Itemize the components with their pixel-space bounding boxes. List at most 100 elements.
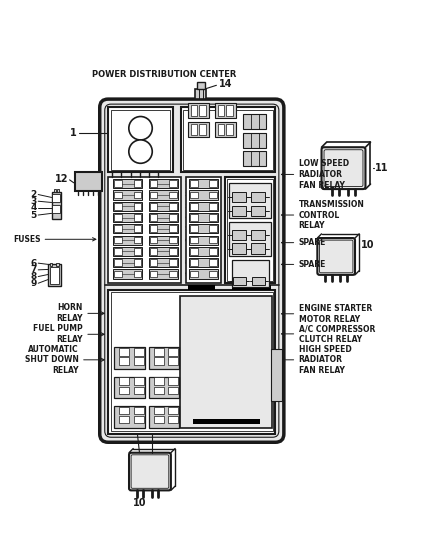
FancyBboxPatch shape	[318, 238, 355, 275]
Bar	[189, 224, 218, 233]
Text: 1: 1	[185, 181, 189, 186]
Bar	[168, 386, 178, 394]
Bar	[169, 203, 177, 209]
Bar	[209, 203, 217, 209]
Bar	[189, 213, 218, 222]
Bar	[230, 222, 271, 256]
Bar	[226, 106, 233, 116]
Text: SPARE: SPARE	[299, 260, 326, 269]
Text: FUEL PUMP
RELAY: FUEL PUMP RELAY	[33, 325, 83, 344]
Text: 2: 2	[31, 190, 37, 199]
Bar	[218, 106, 224, 116]
Bar	[189, 201, 218, 211]
Bar	[114, 260, 122, 266]
Bar	[134, 377, 144, 385]
Bar	[191, 106, 197, 116]
Bar	[169, 237, 177, 244]
Bar	[148, 236, 178, 245]
Bar	[154, 386, 164, 394]
Text: 9: 9	[31, 279, 37, 288]
Bar	[169, 260, 177, 266]
Text: HIGH SPEED
RADIATOR
FAN RELAY: HIGH SPEED RADIATOR FAN RELAY	[299, 344, 351, 375]
Bar	[181, 108, 276, 172]
Bar	[190, 237, 198, 244]
Text: 3: 3	[185, 204, 189, 209]
Bar	[134, 416, 144, 423]
Text: E: E	[127, 355, 132, 361]
Bar	[120, 377, 130, 385]
Bar	[232, 230, 246, 240]
Bar	[113, 258, 142, 268]
Text: 8: 8	[185, 260, 189, 265]
Bar	[74, 172, 102, 191]
Bar	[134, 191, 141, 198]
Bar	[169, 214, 177, 221]
Bar	[150, 260, 158, 266]
Bar	[114, 248, 122, 255]
Text: 6: 6	[185, 238, 189, 243]
Bar	[154, 416, 164, 423]
Bar	[134, 237, 141, 244]
Bar	[232, 285, 271, 289]
Bar	[225, 176, 276, 283]
Bar	[154, 377, 164, 385]
Bar	[114, 237, 122, 244]
Bar	[251, 230, 265, 240]
Bar	[113, 190, 142, 199]
Bar	[120, 386, 130, 394]
Bar	[232, 260, 269, 287]
Text: 1: 1	[70, 127, 77, 138]
Bar	[227, 179, 273, 281]
Bar	[57, 189, 59, 192]
Text: B: B	[161, 414, 166, 419]
Text: 6: 6	[31, 259, 37, 268]
Bar	[134, 386, 144, 394]
Bar	[150, 203, 158, 209]
Text: C: C	[127, 384, 132, 391]
Bar	[187, 122, 208, 137]
Bar	[190, 191, 198, 198]
Bar	[199, 124, 205, 135]
Bar	[114, 203, 122, 209]
Bar	[190, 260, 198, 266]
Bar	[49, 263, 53, 266]
FancyBboxPatch shape	[100, 99, 284, 442]
Text: 12: 12	[55, 174, 68, 184]
Bar	[150, 237, 158, 244]
Bar	[150, 271, 158, 277]
Text: TRANSMISSION
CONTROL
RELAY: TRANSMISSION CONTROL RELAY	[299, 200, 364, 230]
Bar	[114, 191, 122, 198]
Bar	[154, 357, 164, 365]
Text: ENGINE STARTER
MOTOR RELAY: ENGINE STARTER MOTOR RELAY	[299, 304, 372, 324]
Bar	[148, 406, 179, 427]
Bar	[168, 416, 178, 423]
Bar	[148, 376, 179, 398]
Bar	[191, 124, 197, 135]
Bar	[251, 206, 265, 216]
Bar	[134, 348, 144, 356]
Bar	[168, 377, 178, 385]
Bar	[226, 124, 233, 135]
Bar	[148, 201, 178, 211]
Text: 11: 11	[374, 163, 388, 173]
Bar	[148, 258, 178, 268]
Bar	[108, 108, 173, 172]
Bar	[232, 244, 246, 254]
Bar	[193, 419, 260, 424]
Bar	[232, 206, 246, 216]
Bar	[169, 180, 177, 187]
Bar	[168, 357, 178, 365]
Bar	[190, 214, 198, 221]
Bar	[134, 248, 141, 255]
Bar	[187, 285, 215, 289]
Bar	[169, 271, 177, 277]
Bar	[197, 83, 205, 88]
Bar	[113, 236, 142, 245]
Text: D: D	[161, 384, 166, 391]
Bar	[111, 292, 273, 431]
Bar	[114, 348, 145, 369]
Bar	[56, 263, 59, 266]
Text: AUTOMATIC
SHUT DOWN
RELAY: AUTOMATIC SHUT DOWN RELAY	[25, 344, 79, 375]
Bar	[148, 269, 178, 279]
Bar	[189, 247, 218, 256]
